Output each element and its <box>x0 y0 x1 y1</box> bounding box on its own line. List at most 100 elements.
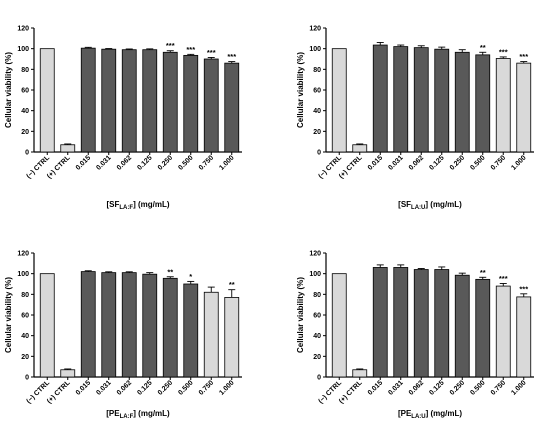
bar <box>60 144 76 153</box>
y-tick-label: 20 <box>21 129 29 136</box>
category-label: 0.031 <box>95 379 112 396</box>
y-tick-label: 80 <box>313 67 321 74</box>
category-label: 0.062 <box>116 379 133 396</box>
bar <box>39 48 55 153</box>
y-tick-label: 100 <box>309 271 321 278</box>
category-label: (+) CTRL <box>338 379 364 405</box>
y-tick-label: 120 <box>309 251 321 258</box>
y-tick-label: 20 <box>313 129 321 136</box>
category-label: 1.000 <box>218 379 235 396</box>
bar <box>60 369 76 378</box>
category-label: 0.500 <box>177 154 194 171</box>
significance-label: ** <box>229 280 235 289</box>
bar <box>495 285 511 378</box>
y-tick-label: 0 <box>317 375 321 382</box>
category-label: 0.062 <box>408 154 425 171</box>
bar <box>331 273 347 378</box>
bar <box>142 273 158 378</box>
bar <box>372 44 388 153</box>
category-label: 0.500 <box>469 154 486 171</box>
category-label: 0.062 <box>408 379 425 396</box>
bar <box>121 272 137 378</box>
y-tick-label: 100 <box>17 271 29 278</box>
y-axis-label: Cellular viability (%) <box>4 277 13 353</box>
bar <box>101 48 117 153</box>
bar <box>121 49 137 153</box>
y-tick-label: 100 <box>309 46 321 53</box>
y-tick-label: 0 <box>25 150 29 157</box>
category-label: 0.500 <box>177 379 194 396</box>
bar <box>224 62 240 153</box>
bar <box>203 291 219 378</box>
category-label: 0.031 <box>95 154 112 171</box>
y-tick-label: 60 <box>313 88 321 95</box>
y-tick-label: 120 <box>309 26 321 33</box>
significance-label: *** <box>499 47 508 56</box>
significance-label: ** <box>167 267 173 276</box>
bar <box>80 271 96 378</box>
bar <box>516 62 532 153</box>
bar <box>475 54 491 153</box>
category-label: (+) CTRL <box>46 379 72 405</box>
y-tick-label: 60 <box>313 313 321 320</box>
category-label: 1.000 <box>510 379 527 396</box>
category-label: 0.015 <box>75 379 92 396</box>
category-label: 0.062 <box>116 154 133 171</box>
y-tick-label: 20 <box>21 354 29 361</box>
y-tick-label: 80 <box>21 292 29 299</box>
bar <box>372 267 388 378</box>
y-tick-label: 20 <box>313 354 321 361</box>
x-axis-label: [PELA:U] (mg/mL) <box>398 409 462 420</box>
bar <box>475 278 491 378</box>
x-axis-label: [SFLA:U] (mg/mL) <box>398 200 462 211</box>
category-label: 0.015 <box>75 154 92 171</box>
bar <box>516 296 532 378</box>
category-label: (+) CTRL <box>338 154 364 180</box>
y-axis-label: Cellular viability (%) <box>4 52 13 128</box>
bar <box>352 144 368 153</box>
category-label: 0.750 <box>198 379 215 396</box>
category-label: 0.031 <box>387 379 404 396</box>
category-label: 0.250 <box>449 154 466 171</box>
category-label: 0.125 <box>136 154 153 171</box>
bar <box>454 274 470 378</box>
bar <box>413 269 429 378</box>
category-label: 1.000 <box>510 154 527 171</box>
bar <box>101 272 117 378</box>
significance-label: *** <box>207 48 216 57</box>
category-label: 0.750 <box>198 154 215 171</box>
significance-label: *** <box>227 52 236 61</box>
y-tick-label: 100 <box>17 46 29 53</box>
y-tick-label: 80 <box>313 292 321 299</box>
y-tick-label: 40 <box>21 333 29 340</box>
y-tick-label: 120 <box>17 26 29 33</box>
significance-label: * <box>189 272 192 281</box>
bar <box>393 46 409 153</box>
y-tick-label: 0 <box>317 150 321 157</box>
y-tick-label: 40 <box>21 108 29 115</box>
category-label: 0.031 <box>387 154 404 171</box>
category-label: 0.500 <box>469 379 486 396</box>
bar <box>495 58 511 153</box>
bar <box>224 297 240 378</box>
bar <box>454 51 470 153</box>
bar <box>331 48 347 153</box>
bar <box>434 269 450 378</box>
category-label: 0.015 <box>367 154 384 171</box>
significance-label: *** <box>519 284 528 293</box>
x-axis-label: [SFLA:F] (mg/mL) <box>107 200 170 211</box>
bar <box>39 273 55 378</box>
y-axis-label: Cellular viability (%) <box>296 277 305 353</box>
bar <box>352 369 368 378</box>
bar <box>162 51 178 153</box>
significance-label: *** <box>166 41 175 50</box>
y-tick-label: 80 <box>21 67 29 74</box>
significance-label: *** <box>499 274 508 283</box>
bar <box>393 267 409 378</box>
category-label: 0.750 <box>490 379 507 396</box>
y-axis-label: Cellular viability (%) <box>296 52 305 128</box>
